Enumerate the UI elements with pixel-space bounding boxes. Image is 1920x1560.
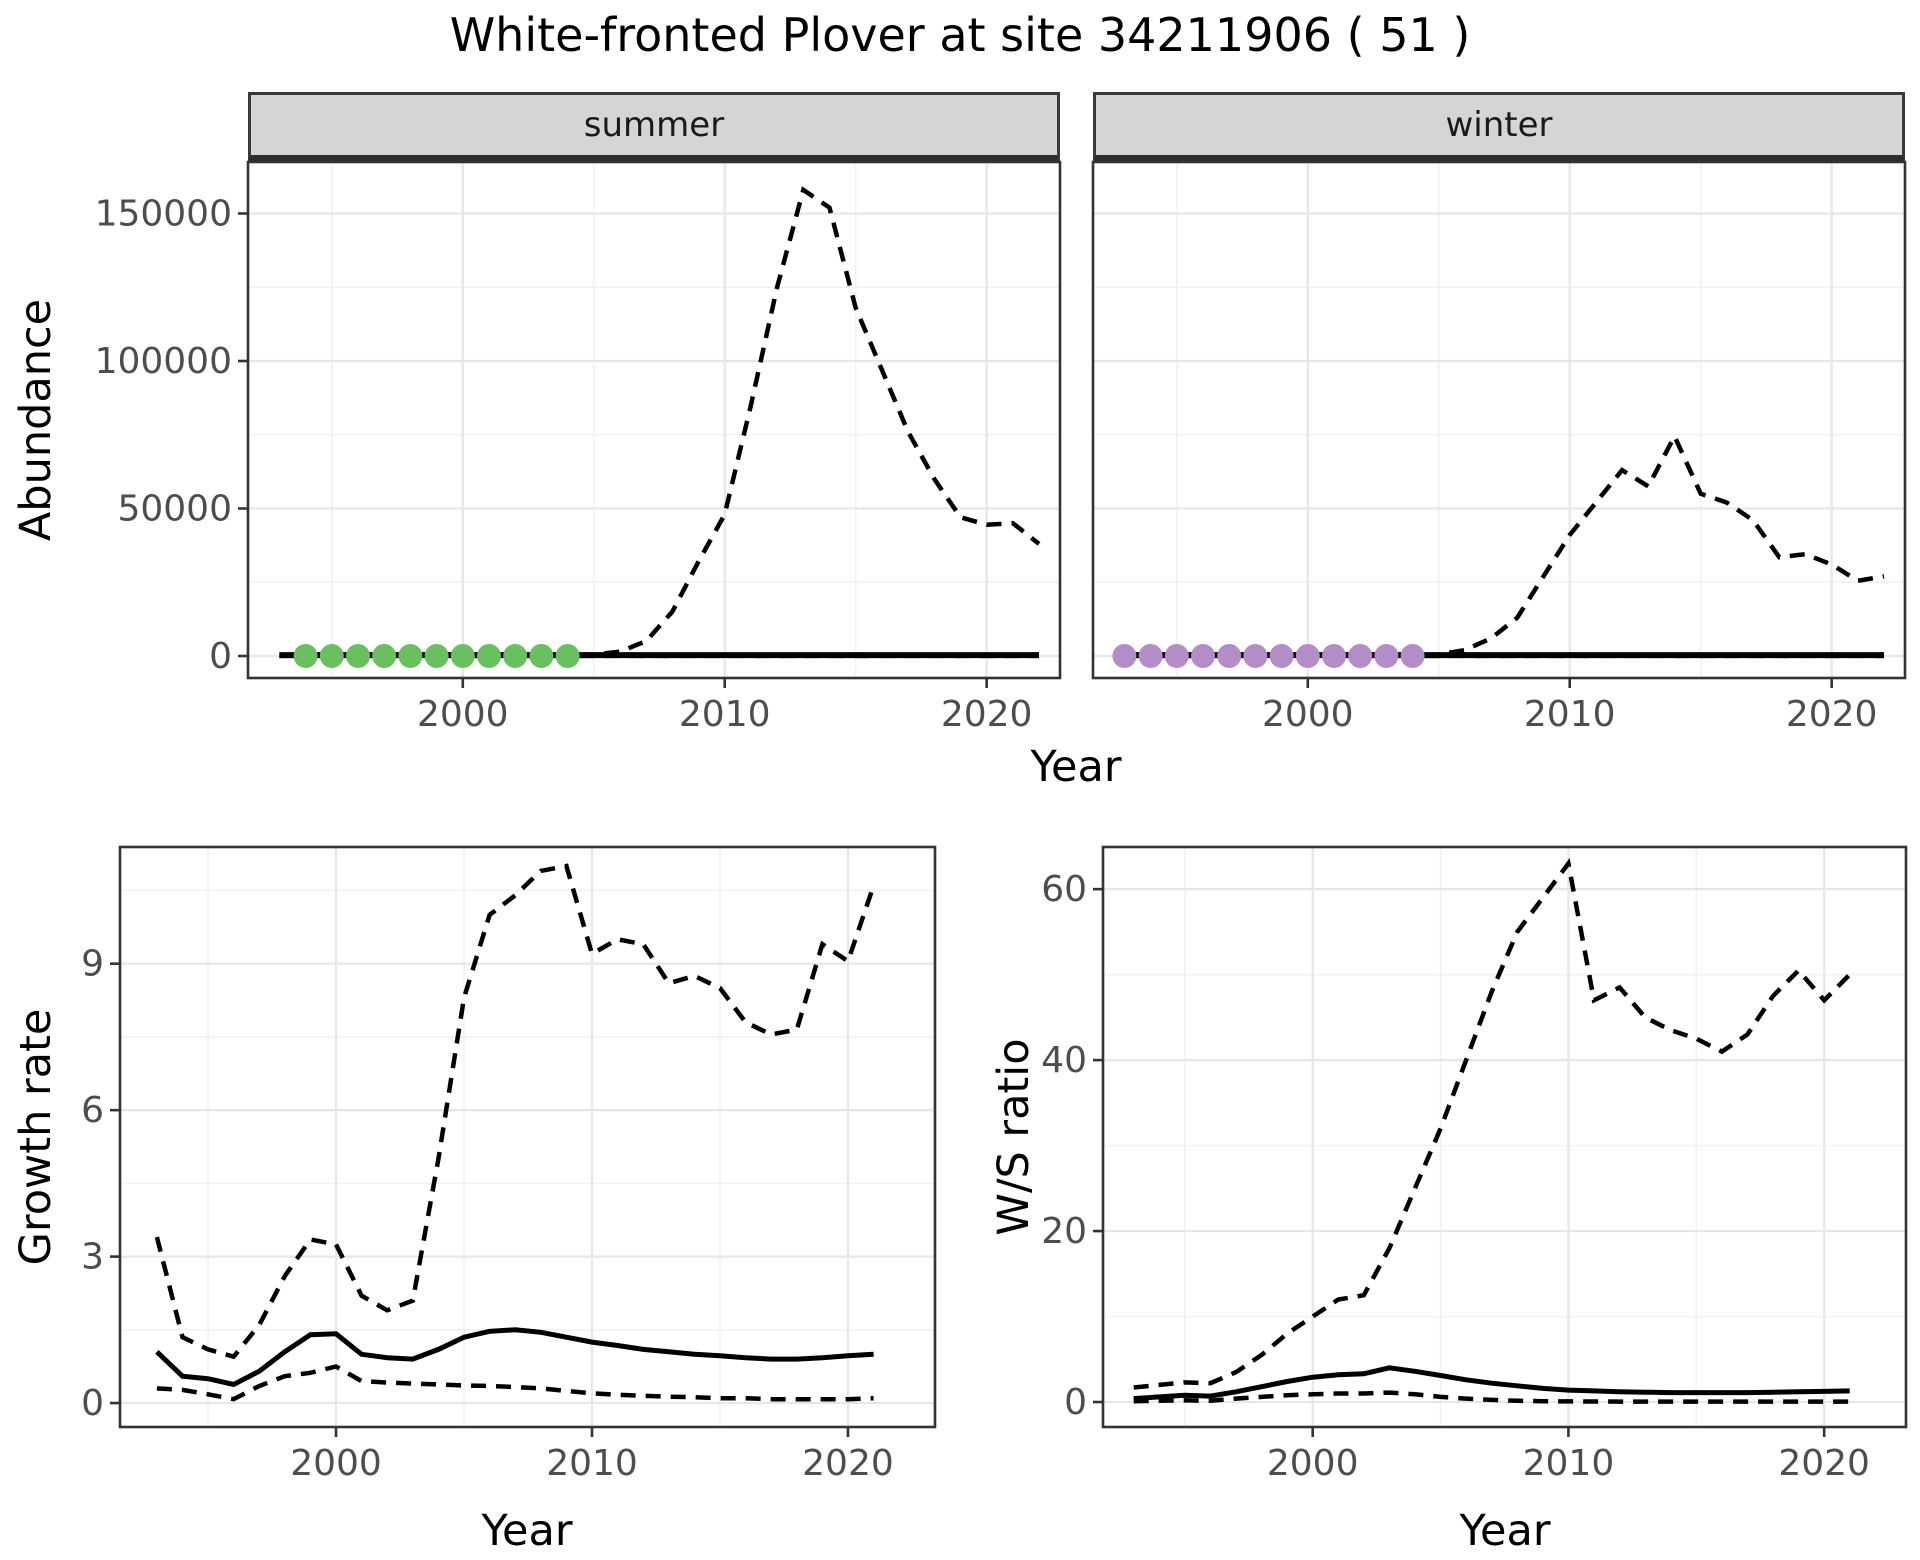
y-tick-label: 20 [1041, 1211, 1087, 1252]
x-tick-label: 2010 [546, 1443, 638, 1484]
panel-border [246, 160, 1062, 680]
x-tick-label: 2010 [1523, 1443, 1615, 1484]
facet-strip-winter-label: winter [1445, 105, 1553, 145]
abundance_summer-observed-point [372, 644, 397, 668]
y-tick-label: 3 [81, 1237, 104, 1278]
y-tick-label: 9 [81, 944, 104, 985]
abundance_winter-observed-point [1217, 644, 1242, 668]
abundance_winter-observed-point [1243, 644, 1268, 668]
facet-strip-summer-label: summer [583, 105, 725, 145]
growth-year-axis-title: Year [481, 1506, 573, 1556]
facet-strip-summer: summer [248, 92, 1060, 162]
x-tick-label: 2000 [417, 694, 509, 735]
y-tick-label: 0 [81, 1383, 104, 1424]
x-tick-label: 2020 [941, 694, 1033, 735]
x-tick-label: 2000 [290, 1443, 382, 1484]
x-tick-label: 2010 [679, 694, 771, 735]
abundance-axis-title: Abundance [11, 298, 61, 542]
panel-abundance_summer: 2000 2010 2020 0 50000 100000 150000 [95, 160, 1062, 735]
y-tick-label: 50000 [117, 488, 232, 529]
y-tick-label: 100000 [95, 341, 232, 382]
growth_rate-upper_ci-line [154, 863, 876, 1360]
abundance_winter-modelled_upper_ci-line [1124, 431, 1885, 658]
abundance_summer-observed-point [424, 644, 449, 668]
top-year-axis-title: Year [1030, 742, 1122, 792]
x-tick-label: 2000 [1267, 1443, 1359, 1484]
abundance_winter-observed-point [1112, 644, 1137, 668]
y-tick-label: 60 [1041, 869, 1087, 910]
x-tick-label: 2020 [802, 1443, 894, 1484]
x-tick-label: 2010 [1524, 694, 1616, 735]
abundance_summer-observed-point [450, 644, 475, 668]
abundance_winter-observed-point [1191, 644, 1215, 668]
abundance_summer-observed-point [293, 644, 318, 668]
abundance_winter-observed-point [1374, 644, 1399, 668]
abundance_winter-observed-point [1295, 644, 1320, 668]
x-tick-label: 2000 [1262, 694, 1354, 735]
abundance_summer-observed-point [477, 644, 501, 668]
x-tick-label: 2020 [1778, 1443, 1870, 1484]
abundance_winter-observed-point [1348, 644, 1373, 668]
y-tick-label: 6 [81, 1090, 104, 1131]
ws-ratio-axis-title: W/S ratio [989, 1038, 1039, 1236]
panel-abundance_winter: 2000 2010 2020 [1091, 160, 1907, 735]
growth_rate-mean-line [155, 1327, 874, 1388]
panel-growth_rate: 2000 2010 2020 0 3 6 9 [81, 845, 937, 1484]
ws_ratio-lower_ci-line [1133, 1390, 1850, 1404]
abundance_summer-modelled_upper_ci-line [279, 186, 1041, 658]
y-tick-label: 0 [1064, 1382, 1087, 1423]
y-tick-label: 0 [209, 636, 232, 677]
abundance_summer-observed-point [555, 644, 580, 668]
abundance_summer-observed-point [398, 644, 423, 668]
panel-border [1101, 845, 1908, 1429]
abundance_winter-observed-point [1269, 644, 1294, 668]
panel-ws_ratio: 2000 2010 2020 0 20 40 60 [1041, 845, 1908, 1484]
x-tick-label: 2020 [1786, 694, 1878, 735]
ws_ratio-upper_ci-line [1133, 858, 1852, 1390]
abundance_winter-observed-point [1138, 644, 1163, 668]
abundance_summer-observed-point [346, 644, 370, 668]
figure-title: White-fronted Plover at site 34211906 ( … [449, 8, 1471, 62]
abundance_summer-observed-point [529, 644, 554, 668]
growth_rate-lower_ci-line [156, 1364, 874, 1402]
abundance_winter-observed-point [1400, 644, 1425, 668]
y-tick-label: 40 [1041, 1040, 1087, 1081]
growth-rate-axis-title: Growth rate [11, 1008, 61, 1266]
ws-year-axis-title: Year [1459, 1506, 1551, 1556]
abundance_winter-observed-point [1164, 644, 1189, 668]
abundance_winter-observed-point [1322, 644, 1346, 668]
panel-border [118, 845, 937, 1429]
facet-strip-winter: winter [1093, 92, 1905, 162]
panel-border [1091, 160, 1907, 680]
ws_ratio-mean-line [1133, 1365, 1850, 1402]
y-tick-label: 150000 [95, 194, 232, 235]
abundance_summer-observed-point [503, 644, 528, 668]
abundance_summer-observed-point [319, 644, 344, 668]
